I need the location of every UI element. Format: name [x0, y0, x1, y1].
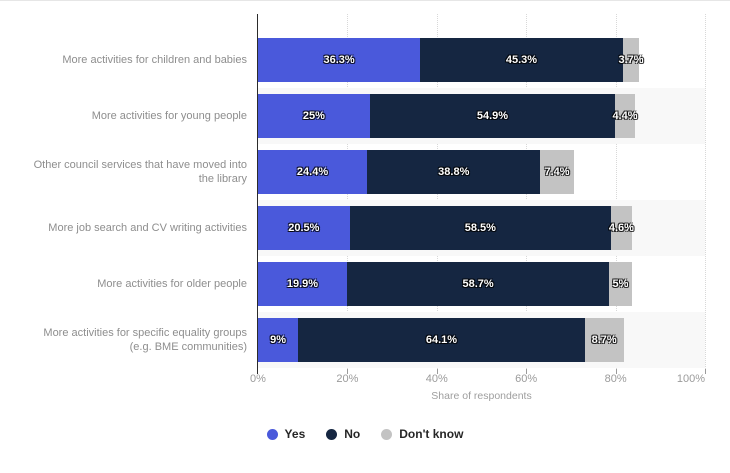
bar-segment-no[interactable]: 54.9% [369, 94, 616, 138]
row-band: 25% 54.9% 4.4% [258, 88, 705, 144]
row-band: 20.5% 58.5% 4.6% [258, 200, 705, 256]
legend-swatch-icon [266, 428, 278, 440]
axis-tickmark [705, 369, 706, 374]
bar-segment-no[interactable]: 38.8% [367, 150, 541, 194]
bar-segment-no[interactable]: 58.5% [349, 206, 612, 250]
bar-value-label: 19.9% [286, 278, 319, 290]
bar-value-label: 5% [612, 278, 629, 290]
bar-row: 19.9% 58.7% 5% [258, 262, 705, 306]
bar-value-label: 45.3% [505, 54, 538, 66]
x-tick-label: 80% [604, 373, 627, 385]
legend-label: Don't know [399, 427, 464, 441]
bar-value-label: 38.8% [438, 166, 470, 178]
bar-segment-don-t-know[interactable]: 4.4% [612, 94, 638, 138]
bar-segment-don-t-know[interactable]: 4.6% [608, 206, 634, 250]
x-tick-label: 100% [676, 373, 705, 385]
bar-segment-yes[interactable]: 20.5% [258, 206, 350, 250]
x-axis-tick-labels: 0% 20% 40% 60% 80% 100% [250, 373, 705, 387]
bar-value-label: 58.5% [464, 222, 496, 234]
bar-value-label: 8.7% [591, 334, 617, 346]
bar-value-label: 24.4% [296, 166, 329, 178]
category-label: Other council services that have moved i… [33, 159, 247, 185]
bar-segment-don-t-know[interactable]: 3.7% [618, 38, 644, 82]
bar-value-label: 25% [302, 110, 325, 122]
bar-row: 20.5% 58.5% 4.6% [258, 206, 705, 250]
bar-value-label: 36.3% [323, 54, 355, 66]
bar-row: 25% 54.9% 4.4% [258, 94, 705, 138]
category-label: More activities for young people [91, 110, 247, 122]
bar-row: 24.4% 38.8% 7.4% [258, 150, 705, 194]
bar-segment-yes[interactable]: 19.9% [258, 262, 347, 306]
bar-value-label: 3.7% [618, 54, 644, 66]
plot-area: 36.3% 45.3% 3.7% 25% 54.9% 4.4% 24.4% 38.8% 7.4%… [258, 32, 705, 368]
legend-item-don-t-know[interactable]: Don't know [381, 427, 463, 441]
legend-swatch-icon [326, 428, 338, 440]
bar-row: 36.3% 45.3% 3.7% [258, 38, 705, 82]
bar-value-label: 64.1% [425, 334, 458, 346]
row-band: 36.3% 45.3% 3.7% [258, 32, 705, 88]
legend-item-no[interactable]: No [326, 427, 360, 441]
gridline [705, 14, 706, 369]
row-band: 9% 64.1% 8.7% [258, 312, 705, 368]
bar-value-label: 54.9% [476, 110, 509, 122]
bar-segment-don-t-know[interactable]: 8.7% [584, 318, 624, 362]
x-tick-label: 40% [425, 373, 448, 385]
bar-segment-no[interactable]: 45.3% [420, 38, 623, 82]
bar-segment-don-t-know[interactable]: 5% [609, 262, 632, 306]
bar-segment-no[interactable]: 64.1% [298, 318, 585, 362]
bar-value-label: 9% [270, 334, 287, 346]
x-axis-title: Share of respondents [431, 390, 532, 402]
legend-label: No [344, 427, 361, 441]
bar-value-label: 4.4% [612, 110, 638, 122]
category-label: More activities for older people [97, 278, 247, 290]
x-tick-label: 20% [336, 373, 359, 385]
category-axis-line [257, 14, 258, 374]
legend-item-yes[interactable]: Yes [266, 427, 306, 441]
x-tick-label: 0% [250, 373, 266, 385]
x-tick-label: 60% [515, 373, 538, 385]
legend: Yes No Don't know [0, 427, 730, 441]
row-band: 24.4% 38.8% 7.4% [258, 144, 705, 200]
bar-value-label: 20.5% [288, 222, 320, 234]
bar-segment-yes[interactable]: 25% [258, 94, 370, 138]
bar-row: 9% 64.1% 8.7% [258, 318, 705, 362]
category-label: More activities for specific equality gr… [43, 327, 247, 353]
category-label: More activities for children and babies [62, 54, 247, 66]
category-label: More job search and CV writing activitie… [48, 222, 247, 234]
bar-value-label: 7.4% [544, 166, 570, 178]
bar-segment-don-t-know[interactable]: 7.4% [540, 150, 574, 194]
legend-swatch-icon [381, 428, 393, 440]
bar-value-label: 58.7% [462, 278, 494, 290]
bar-segment-yes[interactable]: 24.4% [258, 150, 368, 194]
bar-segment-yes[interactable]: 9% [258, 318, 299, 362]
legend-label: Yes [284, 427, 306, 441]
bar-segment-no[interactable]: 58.7% [346, 262, 610, 306]
bar-segment-yes[interactable]: 36.3% [258, 38, 421, 82]
row-band: 19.9% 58.7% 5% [258, 256, 705, 312]
bar-value-label: 4.6% [608, 222, 634, 234]
